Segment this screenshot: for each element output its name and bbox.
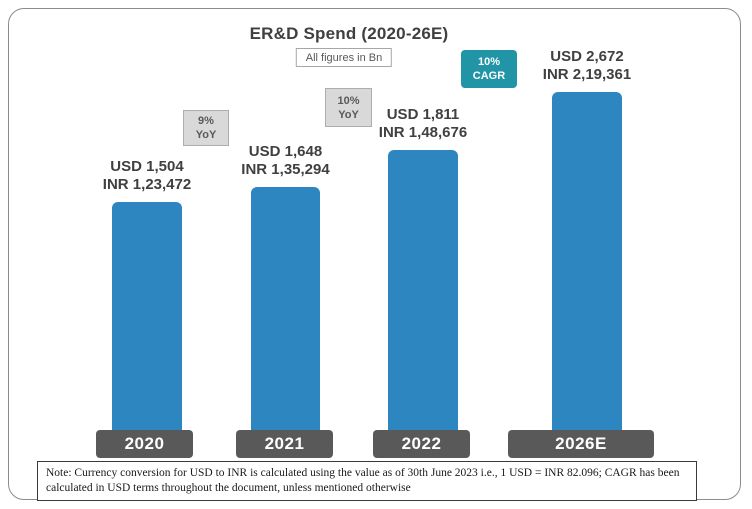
value-label-inr: INR 1,48,676 [378, 124, 468, 141]
value-label-usd: USD 2,672 [550, 48, 624, 65]
yoy-badge: 10% YoY [325, 88, 372, 127]
value-label-inr: INR 1,35,294 [241, 161, 330, 178]
value-label-usd: USD 1,504 [110, 158, 184, 175]
value-label-usd: USD 1,811 [386, 106, 460, 123]
yoy-badge: 9% YoY [183, 110, 229, 146]
value-label-inr: INR 1,23,472 [102, 176, 192, 193]
value-label: USD 1,648 INR 1,35,294 [241, 143, 329, 179]
value-label: USD 1,504 INR 1,23,472 [103, 158, 191, 194]
value-label: USD 2,672 INR 2,19,361 [543, 48, 631, 84]
value-label: USD 1,811 INR 1,48,676 [379, 106, 467, 142]
cagr-badge: 10% CAGR [461, 50, 517, 88]
year-label: 2022 [373, 430, 470, 458]
badge-line-2: CAGR [472, 70, 506, 82]
badge-line-1: 10% [337, 94, 360, 107]
bar [251, 187, 320, 452]
bar [112, 202, 182, 452]
bar [552, 92, 622, 452]
year-label: 2021 [236, 430, 333, 458]
value-label-inr: INR 2,19,361 [542, 66, 632, 83]
year-label: 2020 [96, 430, 193, 458]
footnote-box: Note: Currency conversion for USD to INR… [37, 461, 697, 501]
year-label: 2026E [508, 430, 654, 458]
badge-line-2: YoY [338, 108, 359, 121]
units-note-box: All figures in Bn [295, 48, 393, 67]
chart-title: ER&D Spend (2020-26E) [249, 24, 449, 43]
value-label-usd: USD 1,648 [248, 143, 323, 160]
badge-line-2: YoY [195, 129, 217, 141]
badge-line-1: 10% [477, 56, 501, 68]
badge-line-1: 9% [198, 115, 214, 127]
bar [388, 150, 458, 452]
